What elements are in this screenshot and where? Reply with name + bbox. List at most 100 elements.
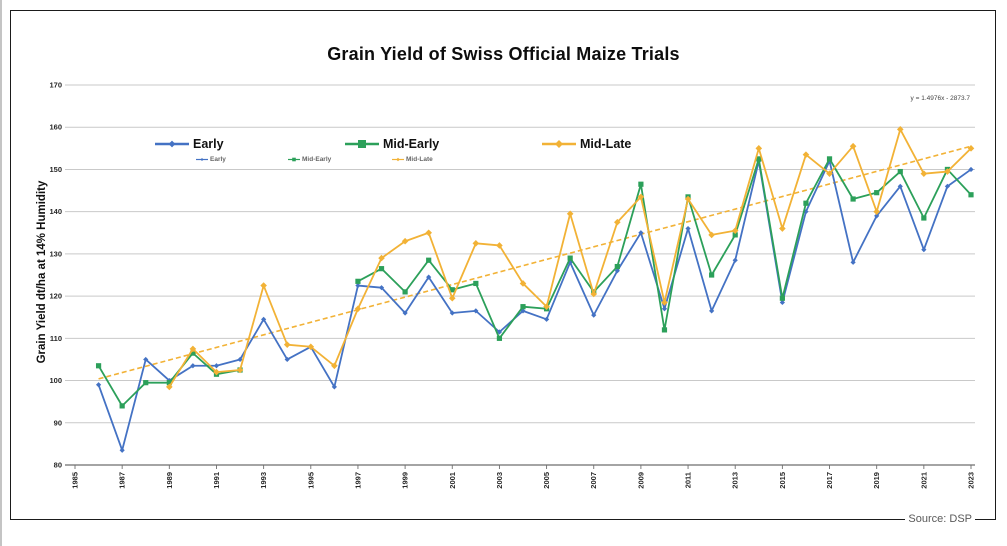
x-tick-label: 2015 [778, 472, 787, 489]
data-point-marker [779, 299, 785, 306]
data-point-marker [473, 308, 479, 314]
data-point-marker [190, 350, 196, 356]
mid-late-small-swatch-icon [392, 157, 404, 161]
data-point-marker [519, 280, 527, 287]
data-point-marker [803, 200, 809, 206]
data-point-marker [236, 366, 244, 374]
data-point-marker [401, 237, 409, 245]
y-tick-label: 150 [49, 165, 62, 174]
early-small-swatch-icon [196, 157, 208, 161]
data-point-marker [190, 363, 196, 369]
data-point-marker [968, 166, 974, 173]
small-legend-label-mid-late: Mid-Late [406, 155, 433, 163]
data-point-marker [119, 447, 125, 453]
data-point-marker [638, 230, 644, 236]
data-point-marker [944, 168, 951, 175]
data-point-marker [732, 257, 738, 263]
data-point-marker [213, 363, 220, 369]
x-tick-label: 1997 [353, 472, 362, 489]
data-point-marker [143, 380, 149, 386]
x-tick-label: 1985 [71, 472, 80, 489]
mid-late-line-swatch-icon [542, 140, 576, 148]
data-point-marker [472, 240, 480, 247]
data-point-marker [731, 227, 739, 234]
data-point-marker [591, 312, 597, 318]
data-point-marker [709, 308, 715, 314]
x-tick-label: 2019 [872, 472, 881, 489]
data-point-marker [967, 145, 975, 152]
data-point-marker [874, 213, 880, 219]
series-line-mid-early [357, 157, 972, 340]
data-point-marker [95, 363, 102, 369]
data-point-marker [189, 345, 197, 353]
data-point-marker [897, 183, 903, 189]
data-point-marker [614, 218, 621, 226]
small-legend-label-mid-early: Mid-Early [302, 155, 332, 163]
data-point-marker [874, 190, 880, 196]
data-point-marker [425, 229, 432, 237]
data-point-marker [166, 383, 173, 391]
data-point-marker [661, 306, 668, 312]
data-point-marker [708, 231, 715, 239]
x-tick-label: 2011 [684, 472, 693, 488]
data-point-marker [567, 255, 573, 261]
y-tick-label: 140 [49, 207, 62, 216]
x-tick-label: 1987 [118, 472, 127, 489]
data-point-marker [496, 335, 503, 341]
data-point-marker [849, 142, 857, 150]
data-point-marker [520, 304, 526, 310]
data-point-marker [826, 156, 833, 162]
data-point-marker [779, 295, 785, 301]
data-point-marker [850, 259, 856, 265]
small-legend-label-early: Early [210, 155, 226, 163]
y-tick-label: 170 [49, 81, 62, 90]
data-point-marker [614, 268, 620, 274]
x-tick-label: 1993 [259, 472, 268, 489]
data-point-marker [355, 278, 361, 284]
data-point-marker [378, 266, 385, 272]
data-point-marker [166, 380, 172, 386]
data-point-marker [779, 225, 786, 232]
x-tick-label: 1989 [165, 472, 174, 489]
legend-item-mid-early: Mid-Early [345, 137, 439, 151]
data-point-marker [402, 310, 408, 316]
x-tick-label: 2009 [636, 472, 645, 489]
series-line-early [97, 160, 972, 452]
data-point-marker [566, 210, 574, 218]
trendline-equation: y = 1.4976x - 2873.7 [910, 95, 970, 102]
y-tick-label: 130 [49, 249, 62, 258]
x-tick-label: 2005 [542, 472, 551, 489]
data-point-marker [496, 242, 503, 249]
data-point-marker [543, 303, 550, 310]
y-tick-label: 160 [49, 123, 62, 132]
data-point-marker [284, 356, 290, 363]
data-point-marker [307, 343, 315, 351]
small-legend-item-mid-late: Mid-Late [392, 155, 433, 163]
data-point-marker [95, 382, 102, 388]
y-tick-label: 100 [49, 376, 62, 385]
legend-label-mid-early: Mid-Early [383, 137, 440, 151]
data-point-marker [637, 193, 645, 201]
data-point-marker [826, 170, 833, 177]
data-point-marker [213, 368, 220, 376]
legend-item-mid-late: Mid-Late [542, 137, 631, 151]
left-edge-strip [0, 0, 2, 546]
y-tick-label: 120 [49, 292, 62, 301]
x-tick-label: 2003 [495, 472, 504, 489]
legend-item-early: Early [155, 137, 224, 151]
data-point-marker [920, 170, 928, 177]
x-tick-label: 2007 [589, 472, 598, 489]
y-axis-title: Grain Yield dt/ha at 14% Humidity [36, 180, 48, 364]
data-point-marker [426, 257, 432, 263]
legend-label-early: Early [193, 137, 224, 151]
data-point-marker [709, 272, 715, 278]
small-legend-item-early: Early [196, 155, 226, 163]
y-tick-label: 110 [50, 334, 62, 343]
source-credit: Source: DSP [905, 513, 975, 525]
x-tick-label: 1991 [212, 472, 221, 489]
x-tick-label: 2021 [919, 472, 928, 489]
data-point-marker [756, 156, 762, 162]
data-point-marker [260, 282, 267, 289]
